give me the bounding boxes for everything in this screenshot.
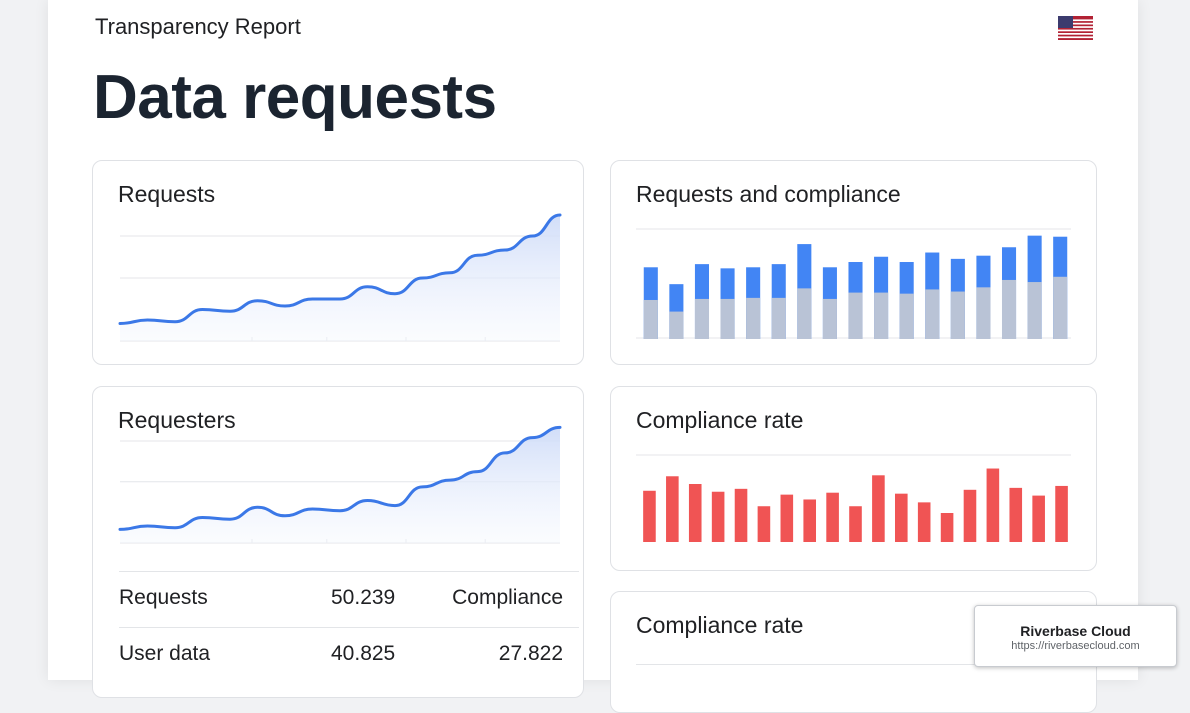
compliance-bar: [721, 299, 735, 339]
compliance-rate-bar: [643, 491, 656, 542]
table-cell-extra: 27.822: [499, 642, 563, 666]
table-cell-value: 40.825: [331, 642, 395, 666]
table-cell-label: User data: [119, 642, 210, 666]
compliance-rate-card[interactable]: Compliance rate: [610, 386, 1097, 571]
watermark-badge: Riverbase Cloud https://riverbasecloud.c…: [974, 605, 1177, 667]
compliance-rate-bar: [872, 475, 885, 542]
compliance-bar: [900, 294, 914, 339]
compliance-rate-bar: [1009, 488, 1022, 542]
requests-compliance-card-title: Requests and compliance: [636, 181, 901, 208]
us-flag-icon[interactable]: [1058, 16, 1093, 40]
compliance-bar: [695, 299, 709, 339]
compliance-rate-bar: [758, 506, 771, 542]
compliance-rate-bar: [918, 502, 931, 542]
compliance-rate-bar: [803, 499, 816, 542]
compliance-bar: [976, 287, 990, 339]
report-title[interactable]: Transparency Report: [95, 14, 301, 40]
compliance-bar: [951, 292, 965, 339]
table-cell-label: Requests: [119, 586, 208, 610]
compliance-rate-bar: [826, 493, 839, 542]
compliance-bar: [644, 300, 658, 339]
compliance-bar: [823, 299, 837, 339]
requests-compliance-card[interactable]: Requests and compliance: [610, 160, 1097, 365]
compliance-bar: [1028, 282, 1042, 339]
compliance-rate-bar: [987, 469, 1000, 542]
requesters-card[interactable]: Requesters Requests 50.239 Compliance Us…: [92, 386, 584, 698]
table-row: User data 40.825 27.822: [119, 627, 579, 676]
compliance-rate-bar: [1055, 486, 1068, 542]
table-row: Requests 50.239 Compliance: [119, 571, 579, 620]
requests-line-chart: [120, 201, 560, 341]
compliance-rate-bar-chart: [636, 455, 1071, 542]
compliance-bar: [772, 298, 786, 339]
compliance-rate-bar: [781, 495, 794, 542]
table-cell-extra: Compliance: [452, 586, 563, 610]
compliance-rate-bar: [849, 506, 862, 542]
table-cell-value: 50.239: [331, 586, 395, 610]
compliance-rate-card-title: Compliance rate: [636, 407, 803, 434]
compliance-bar: [797, 288, 811, 339]
watermark-url: https://riverbasecloud.com: [975, 640, 1176, 652]
compliance-rate-bar: [941, 513, 954, 542]
compliance-bar: [669, 312, 683, 339]
compliance-rate-bar: [1032, 496, 1045, 542]
compliance-bar: [1002, 280, 1016, 339]
page-title: Data requests: [93, 62, 497, 133]
compliance-rate-bar: [895, 494, 908, 542]
compliance-bar: [848, 293, 862, 339]
compliance-rate-bar: [712, 492, 725, 542]
compliance-rate-bar: [689, 484, 702, 542]
compliance-bar: [746, 298, 760, 339]
requests-card[interactable]: Requests: [92, 160, 584, 365]
requests-compliance-bar-chart: [636, 223, 1071, 339]
compliance-rate-bar: [735, 489, 748, 542]
requesters-line-chart: [120, 407, 560, 543]
compliance-bar: [1053, 277, 1067, 339]
compliance-rate-card-2-title: Compliance rate: [636, 612, 803, 639]
watermark-name: Riverbase Cloud: [975, 623, 1176, 639]
compliance-bar: [874, 293, 888, 339]
compliance-bar: [925, 289, 939, 339]
compliance-rate-bar: [964, 490, 977, 542]
compliance-rate-bar: [666, 476, 679, 542]
